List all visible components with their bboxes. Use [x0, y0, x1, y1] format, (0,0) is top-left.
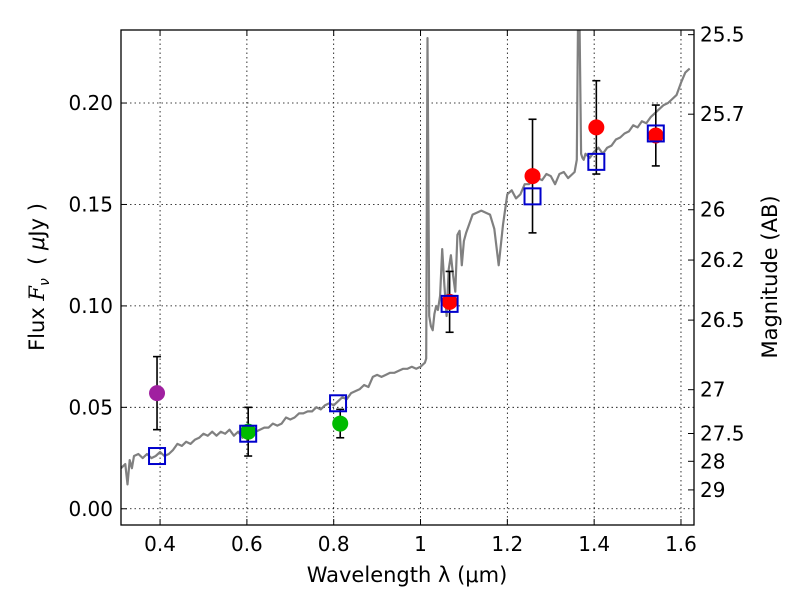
data-layer — [121, 30, 691, 486]
model-square — [440, 294, 459, 313]
model-square — [148, 447, 167, 466]
right-tick-label: 26 — [700, 198, 725, 222]
plot-frame — [120, 29, 695, 526]
observed-point — [441, 293, 458, 310]
observed-point — [588, 119, 605, 136]
model-square — [587, 152, 606, 171]
right-tick-label: 26.5 — [700, 308, 745, 332]
x-tick-label: 0.6 — [231, 532, 263, 556]
y-label-mid: ( — [25, 250, 49, 278]
x-tick-label: 0.4 — [144, 532, 176, 556]
right-tick-label: 25.5 — [700, 23, 745, 47]
right-tick-label: 26.2 — [700, 248, 745, 272]
y-label-symbol: F — [25, 285, 49, 302]
y-tick-label: 0.15 — [68, 192, 113, 216]
model-square — [329, 394, 348, 413]
right-tick-label: 28 — [700, 449, 725, 473]
x-tick-label: 1.6 — [665, 532, 697, 556]
x-axis-label: Wavelength λ (μm) — [307, 563, 508, 587]
x-tick-label: 0.8 — [318, 532, 350, 556]
y-label-unit: Jy ) — [25, 203, 49, 239]
model-square — [523, 187, 542, 206]
y-axis-label: Flux Fν ( μJy ) — [25, 203, 53, 351]
right-axis-label: Magnitude (AB) — [758, 195, 782, 358]
model-square — [239, 424, 258, 443]
plot-background — [121, 30, 694, 525]
grid-layer — [121, 30, 694, 525]
observed-point — [647, 127, 664, 144]
right-tick-label: 25.7 — [700, 102, 745, 126]
tick-layer: 0.4 0.6 0.8 1 1.2 1.4 1.6 0.00 0.05 0.10 0.15 0.20 2… — [68, 23, 744, 556]
y-label-mu: μ — [25, 237, 49, 251]
observed-point — [524, 168, 541, 185]
y-tick-label: 0.05 — [68, 395, 113, 419]
y-label-subscript: ν — [37, 278, 53, 286]
y-label-pre: Flux — [25, 301, 49, 351]
observed-point — [149, 385, 166, 402]
x-tick-label: 1 — [414, 532, 427, 556]
spectrum-line — [121, 30, 691, 486]
y-tick-label: 0.10 — [68, 294, 113, 318]
x-tick-label: 1.4 — [578, 532, 610, 556]
y-tick-label: 0.20 — [68, 91, 113, 115]
observed-point — [332, 415, 349, 432]
right-tick-label: 29 — [700, 478, 725, 502]
right-tick-label: 27 — [700, 378, 725, 402]
x-tick-label: 1.2 — [491, 532, 523, 556]
right-tick-label: 27.5 — [700, 422, 745, 446]
observed-point — [240, 423, 257, 440]
y-tick-label: 0.00 — [68, 497, 113, 521]
model-square — [646, 124, 665, 143]
